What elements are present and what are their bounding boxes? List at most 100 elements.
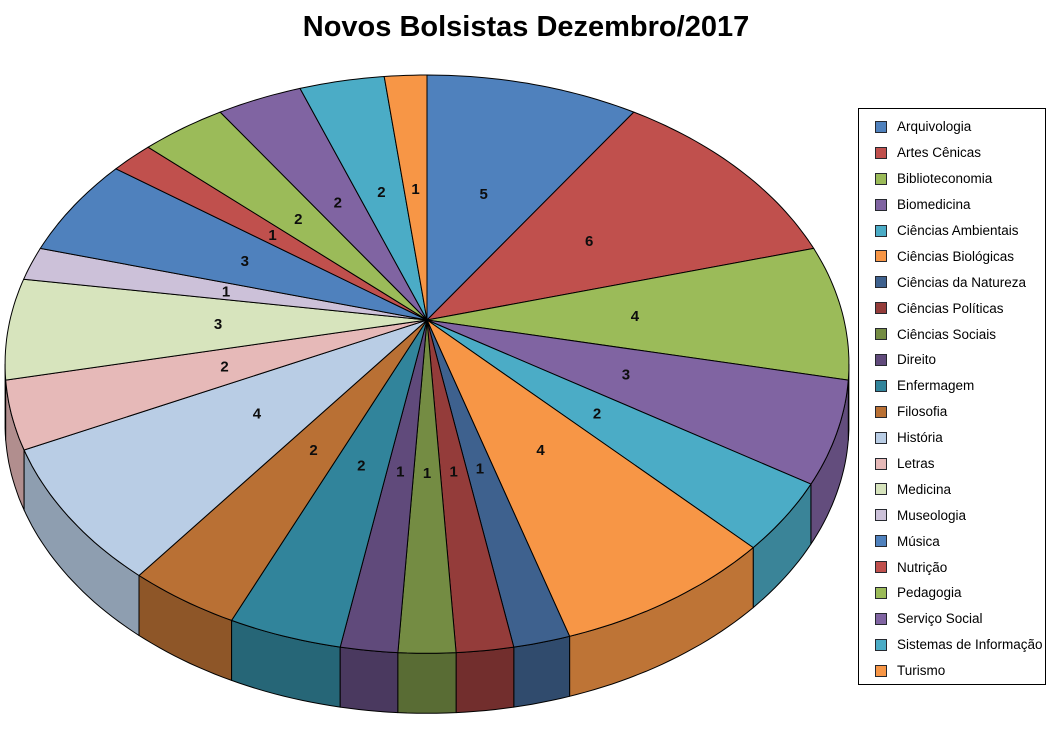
legend-item[interactable]: Letras xyxy=(859,451,1045,477)
legend-swatch-icon xyxy=(875,638,887,651)
pie-slice[interactable] xyxy=(426,74,635,321)
pie-slice[interactable] xyxy=(426,319,571,648)
legend-label: Ciências Ambientais xyxy=(897,223,1019,238)
pie-data-label: 1 xyxy=(411,181,419,198)
pie-slice[interactable] xyxy=(147,111,428,321)
pie-slice[interactable] xyxy=(23,247,428,321)
pie-data-label: 2 xyxy=(294,211,302,228)
pie-slice[interactable] xyxy=(426,319,754,637)
pie-data-label: 1 xyxy=(476,460,484,477)
pie-slice[interactable] xyxy=(5,319,428,451)
legend-item[interactable]: Turismo xyxy=(859,658,1045,684)
legend-item[interactable]: Biomedicina xyxy=(859,192,1045,218)
legend-swatch-icon xyxy=(875,509,887,522)
legend-label: Turismo xyxy=(897,663,946,679)
pie-slice[interactable] xyxy=(115,146,428,321)
pie-data-label: 1 xyxy=(423,465,431,482)
legend-item[interactable]: Medicina xyxy=(859,476,1045,502)
pie-slice[interactable] xyxy=(426,319,849,485)
legend-item[interactable]: Enfermagem xyxy=(859,373,1045,399)
legend-item[interactable]: Pedagogia xyxy=(859,580,1045,606)
legend-swatch-icon xyxy=(875,302,887,315)
legend-swatch-icon xyxy=(875,431,887,444)
legend-swatch-icon xyxy=(875,483,887,496)
legend-label: Enfermagem xyxy=(897,378,975,394)
legend-swatch-icon xyxy=(875,146,887,159)
legend-label: História xyxy=(897,430,943,446)
legend-swatch-icon xyxy=(875,664,887,677)
legend-swatch-icon xyxy=(875,535,887,548)
pie-slice[interactable] xyxy=(23,319,428,576)
pie-slice[interactable] xyxy=(426,319,515,654)
pie-data-label: 2 xyxy=(309,442,317,459)
legend-label: Ciências da Natureza xyxy=(897,274,1027,290)
pie-slice[interactable] xyxy=(426,319,812,549)
pie-data-label: 1 xyxy=(222,283,230,300)
legend-label: Nutrição xyxy=(897,559,948,575)
legend: Arquivologia Artes Cênicas Biblioteconomia… xyxy=(858,108,1046,685)
pie-slice[interactable] xyxy=(138,319,428,621)
pie-data-label: 3 xyxy=(214,316,222,333)
legend-item[interactable]: Nutrição xyxy=(859,554,1045,580)
legend-label: Museologia xyxy=(897,507,967,523)
legend-label: Biomedicina xyxy=(897,197,971,213)
chart-title: Novos Bolsistas Dezembro/2017 xyxy=(302,11,750,43)
pie-data-label: 1 xyxy=(450,464,458,481)
legend-label: Ciências Políticas xyxy=(897,300,1004,316)
pie-slice[interactable] xyxy=(219,87,428,321)
pie-slice[interactable] xyxy=(426,247,850,381)
legend-swatch-icon xyxy=(875,405,887,418)
legend-item[interactable]: História xyxy=(859,425,1045,451)
legend-item[interactable]: Filosofia xyxy=(859,399,1045,425)
legend-item[interactable]: Música xyxy=(859,528,1045,554)
legend-swatch-icon xyxy=(875,250,887,263)
pie-slice[interactable] xyxy=(231,319,428,648)
legend-swatch-icon xyxy=(875,457,887,470)
legend-item[interactable]: Artes Cênicas xyxy=(859,140,1045,166)
legend-item[interactable]: Ciências Biológicas xyxy=(859,243,1045,269)
pie-slice[interactable] xyxy=(299,76,428,321)
legend-item[interactable]: Sistemas de Informação xyxy=(859,632,1045,658)
pie-data-label: 2 xyxy=(377,184,385,201)
legend-label: Biblioteconomia xyxy=(897,171,993,187)
legend-label: Letras xyxy=(897,456,935,472)
legend-label: Artes Cênicas xyxy=(897,145,982,161)
pie-data-label: 1 xyxy=(396,464,404,481)
pie-slice[interactable] xyxy=(383,74,428,321)
legend-swatch-icon xyxy=(875,198,887,211)
pie-slice-side[interactable] xyxy=(339,646,399,714)
legend-item[interactable]: Serviço Social xyxy=(859,606,1045,632)
legend-swatch-icon xyxy=(875,276,887,289)
pie-data-label: 4 xyxy=(631,308,640,325)
legend-swatch-icon xyxy=(875,586,887,599)
legend-label: Ciências Biológicas xyxy=(897,248,1015,264)
legend-item[interactable]: Ciências Ambientais xyxy=(859,218,1045,244)
legend-item[interactable]: Ciências Sociais xyxy=(859,321,1045,347)
pie-slice[interactable] xyxy=(426,111,815,321)
pie-slice[interactable] xyxy=(39,168,428,321)
legend-item[interactable]: Direito xyxy=(859,347,1045,373)
legend-label: Arquivologia xyxy=(897,119,972,135)
pie-data-label: 2 xyxy=(334,194,342,211)
legend-label: Medicina xyxy=(897,481,952,497)
pie-data-label: 2 xyxy=(357,458,365,475)
legend-item[interactable]: Ciências da Natureza xyxy=(859,269,1045,295)
legend-label: Sistemas de Informação xyxy=(897,637,1043,653)
legend-swatch-icon xyxy=(875,120,887,133)
pie-data-label: 2 xyxy=(593,406,601,423)
pie-slice-side[interactable] xyxy=(397,652,457,714)
legend-item[interactable]: Ciências Políticas xyxy=(859,295,1045,321)
pie-slice-side[interactable] xyxy=(513,635,571,708)
legend-label: Música xyxy=(897,533,940,549)
pie-data-label: 6 xyxy=(585,233,593,250)
legend-swatch-icon xyxy=(875,379,887,392)
pie-data-label: 5 xyxy=(480,186,488,203)
legend-item[interactable]: Arquivologia xyxy=(859,114,1045,140)
pie-slice[interactable] xyxy=(397,319,457,654)
legend-item[interactable]: Biblioteconomia xyxy=(859,166,1045,192)
legend-item[interactable]: Museologia xyxy=(859,502,1045,528)
pie-slice[interactable] xyxy=(4,278,428,381)
pie-data-label: 4 xyxy=(253,406,262,423)
pie-slice-side[interactable] xyxy=(455,646,515,714)
